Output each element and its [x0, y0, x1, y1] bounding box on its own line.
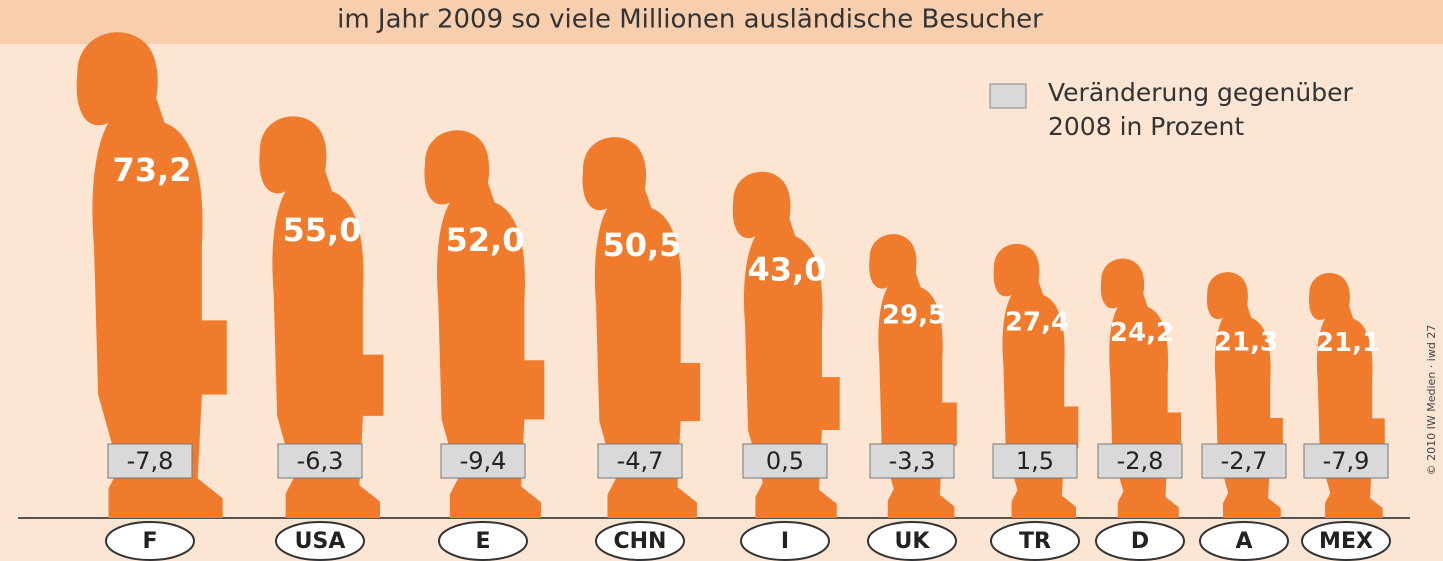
change-label: -4,7 — [617, 447, 664, 475]
change-label: 1,5 — [1016, 447, 1054, 475]
category-label: E — [475, 529, 490, 554]
legend-swatch — [990, 84, 1026, 108]
value-label: 50,5 — [603, 226, 682, 264]
value-label: 52,0 — [446, 221, 525, 259]
value-label: 55,0 — [283, 211, 362, 249]
value-label: 24,2 — [1110, 318, 1174, 348]
category-label: UK — [895, 529, 931, 554]
change-label: -9,4 — [460, 447, 507, 475]
category-label: CHN — [614, 529, 667, 554]
category-label: A — [1235, 529, 1252, 554]
category-label: USA — [295, 529, 346, 554]
figure — [1101, 259, 1181, 518]
figure — [1309, 273, 1385, 518]
category-label: TR — [1019, 529, 1051, 554]
chart: im Jahr 2009 so viele Millionen ausländi… — [0, 0, 1443, 561]
value-label: 27,4 — [1005, 307, 1069, 337]
value-label: 29,5 — [882, 300, 946, 330]
value-label: 73,2 — [113, 151, 192, 189]
source: © 2010 IW Medien · iwd 27 — [1425, 325, 1438, 476]
category-label: I — [781, 529, 789, 554]
value-label: 43,0 — [748, 251, 827, 289]
category-label: D — [1131, 529, 1149, 554]
change-label: -7,8 — [127, 447, 174, 475]
chart-title: im Jahr 2009 so viele Millionen ausländi… — [337, 5, 1043, 35]
change-label: -7,9 — [1323, 447, 1370, 475]
category-label: F — [142, 529, 157, 554]
change-label: -2,7 — [1221, 447, 1268, 475]
change-label: -3,3 — [889, 447, 936, 475]
value-label: 21,1 — [1316, 328, 1380, 358]
category-label: MEX — [1319, 529, 1373, 554]
figure — [1207, 272, 1283, 518]
change-label: 0,5 — [766, 447, 804, 475]
legend-label: Veränderung gegenüber 2008 in Prozent — [1048, 76, 1408, 144]
value-label: 21,3 — [1214, 327, 1278, 357]
change-label: -6,3 — [297, 447, 344, 475]
change-label: -2,8 — [1117, 447, 1164, 475]
